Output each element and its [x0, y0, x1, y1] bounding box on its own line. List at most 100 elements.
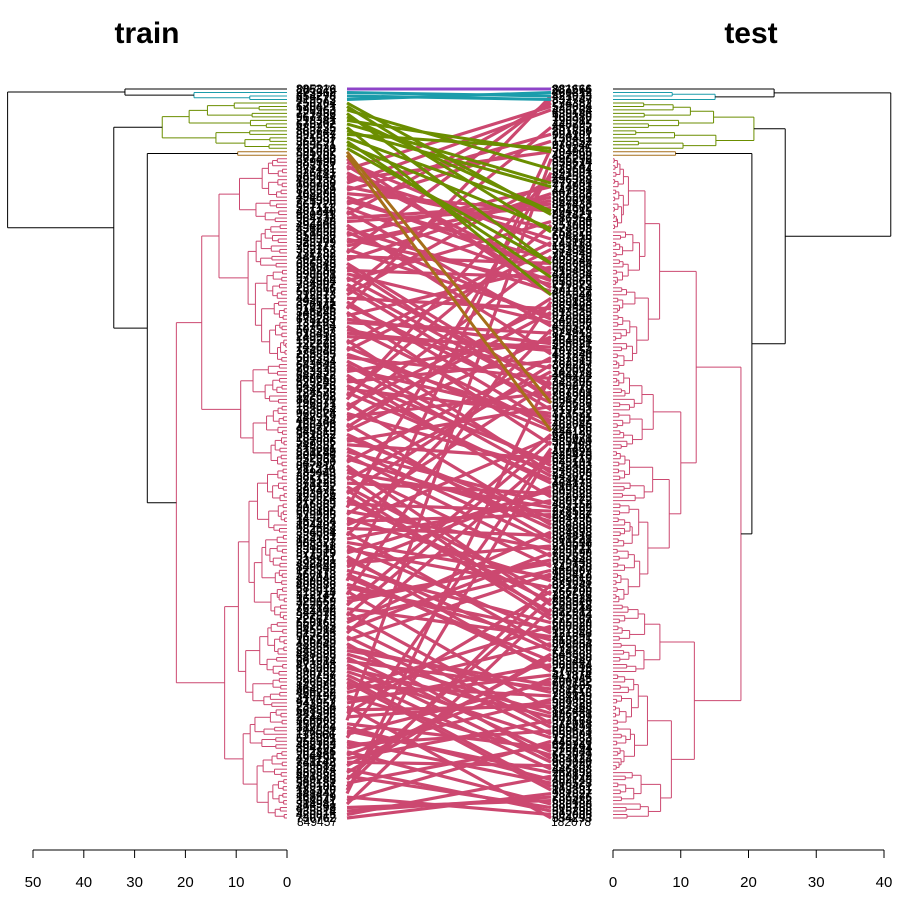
leaf-label: 474998	[552, 222, 592, 236]
leaf-label: 394564	[296, 525, 336, 539]
leaf-label: 704965	[552, 145, 592, 159]
leaf-label: 355621	[552, 337, 592, 351]
leaf-label: 317004	[296, 720, 336, 734]
leaf-label: 871225	[296, 476, 336, 490]
leaf-label: 529654	[552, 99, 592, 113]
leaf-label: 880188	[552, 797, 592, 811]
leaf-label: 212073	[296, 288, 336, 302]
leaf-label: 939172	[552, 494, 592, 508]
connector-line	[346, 589, 552, 715]
leaf-label: 406936	[296, 577, 336, 591]
connector-line	[345, 328, 553, 537]
leaf-label: 264945	[552, 671, 592, 685]
leaf-label: 667885	[296, 619, 336, 633]
connector-line	[345, 150, 553, 404]
leaf-label: 945101	[552, 455, 592, 469]
leaf-label: 202690	[552, 316, 592, 330]
leaf-label: 704915	[552, 204, 592, 218]
leaf-label: 867838	[552, 549, 592, 563]
leaf-label: 979020	[296, 270, 336, 284]
leaf-label: 958801	[552, 727, 592, 741]
leaf-label: 803161	[296, 159, 336, 173]
right-panel-title: test	[724, 17, 777, 50]
leaf-label: 169007	[552, 563, 592, 577]
connector-line	[346, 624, 552, 691]
leaf-label: 174940	[296, 344, 336, 358]
leaf-label: 899246	[552, 253, 592, 267]
leaf-label: 526141	[296, 166, 336, 180]
leaf-label: 730762	[296, 811, 336, 825]
leaf-label: 296624	[552, 591, 592, 605]
leaf-label: 190963	[296, 103, 336, 117]
leaf-label: 237576	[552, 588, 592, 602]
leaf-label: 372018	[552, 717, 592, 731]
leaf-label: 914305	[296, 302, 336, 316]
leaf-label: 767142	[296, 602, 336, 616]
leaf-label: 967663	[296, 630, 336, 644]
leaf-label: 159223	[296, 333, 336, 347]
leaf-label: 200596	[296, 448, 336, 462]
connector-line	[346, 136, 552, 213]
leaf-label: 249916	[296, 330, 336, 344]
leaf-label: 588181	[296, 776, 336, 790]
leaf-label: 889286	[296, 263, 336, 277]
leaf-label: 670421	[296, 99, 336, 113]
connector-line	[346, 98, 552, 255]
connector-line	[345, 607, 553, 806]
leaf-label: 678289	[296, 312, 336, 326]
connector-line	[345, 158, 553, 721]
leaf-label: 972962	[552, 309, 592, 323]
connector-line	[345, 154, 553, 432]
leaf-label: 401886	[296, 769, 336, 783]
leaf-label: 970947	[552, 138, 592, 152]
leaf-label: 605491	[552, 720, 592, 734]
right-x-axis: 0 10 20 30 40	[609, 849, 892, 891]
leaf-label: 990001	[296, 267, 336, 281]
leaf-label: 653566	[552, 274, 592, 288]
connector-line	[346, 140, 552, 279]
leaf-label: 204461	[296, 748, 336, 762]
connector-line	[346, 146, 552, 265]
leaf-label: 420623	[552, 445, 592, 459]
leaf-label: 238808	[552, 466, 592, 480]
leaf-label: 545914	[296, 623, 336, 637]
leaf-label: 571264	[552, 281, 592, 295]
leaf-label: 967784	[296, 110, 336, 124]
leaf-label: 417627	[296, 692, 336, 706]
axis-tick-label: 30	[126, 874, 143, 891]
leaf-label: 953562	[296, 734, 336, 748]
leaf-label: 892867	[296, 127, 336, 141]
leaf-label: 745695	[296, 340, 336, 354]
leaf-label: 122275	[296, 337, 336, 351]
leaf-label: 272067	[552, 612, 592, 626]
leaf-label: 460725	[296, 420, 336, 434]
leaf-label: 557111	[296, 201, 335, 215]
leaf-label: 278592	[552, 504, 592, 518]
leaf-label: 988323	[296, 535, 336, 549]
leaf-label: 902846	[296, 745, 336, 759]
leaf-label: 495398	[296, 801, 336, 815]
leaf-label: 124576	[296, 385, 336, 399]
leaf-label: 824913	[552, 326, 592, 340]
leaf-label: 670420	[552, 323, 592, 337]
leaf-label: 343029	[552, 469, 592, 483]
leaf-label: 960874	[296, 406, 336, 420]
leaf-label: 341447	[296, 787, 336, 801]
leaf-label: 447891	[552, 183, 592, 197]
leaf-label: 783802	[552, 413, 592, 427]
left-dendrogram	[7, 88, 287, 819]
leaf-label: 496328	[552, 173, 592, 187]
leaf-label: 749352	[296, 438, 336, 452]
connector-line	[345, 94, 553, 310]
connector-line	[346, 94, 552, 101]
leaf-label: 494206	[296, 218, 336, 232]
leaf-label: 795777	[296, 239, 336, 253]
leaf-label: 721456	[296, 106, 336, 120]
leaf-label: 279015	[552, 661, 592, 675]
left-leaf-labels: 8853162739628542784195737502046704211909…	[296, 82, 336, 825]
leaf-label: 514751	[296, 549, 336, 563]
leaf-label: 178378	[296, 563, 336, 577]
leaf-label: 879658	[552, 574, 592, 588]
leaf-label: 377319	[296, 546, 336, 560]
